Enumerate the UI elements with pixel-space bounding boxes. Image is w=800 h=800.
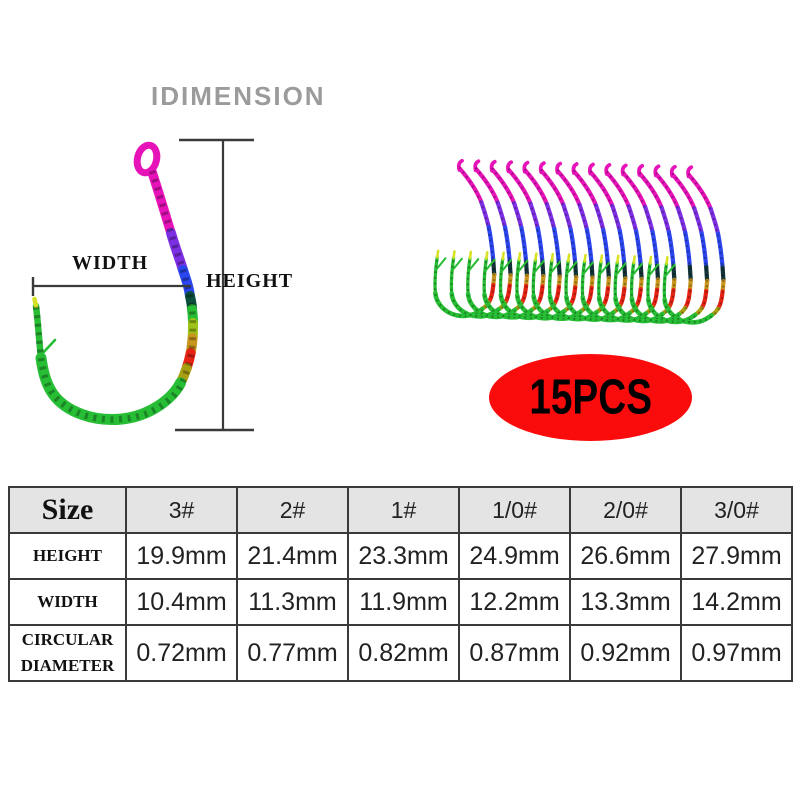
column-header: 2/0#: [569, 486, 682, 534]
column-header: 1#: [347, 486, 460, 534]
table-cell: 26.6mm: [569, 532, 682, 580]
table-cell: 23.3mm: [347, 532, 460, 580]
column-header: 1/0#: [458, 486, 571, 534]
page-title: IDIMENSION: [151, 81, 326, 111]
height-dimension-line: [175, 138, 254, 432]
table-cell: 0.87mm: [458, 624, 571, 682]
table-cell: 11.9mm: [347, 578, 460, 626]
row-label: HEIGHT: [8, 532, 127, 580]
table-row: CIRCULAR DIAMETER 0.72mm 0.77mm 0.82mm 0…: [8, 624, 793, 682]
table-corner-cell: Size: [8, 486, 127, 534]
table-cell: 0.77mm: [236, 624, 349, 682]
table-cell: 13.3mm: [569, 578, 682, 626]
row-label: CIRCULAR DIAMETER: [8, 624, 127, 682]
row-label: WIDTH: [8, 578, 127, 626]
large-hook-illustration: [32, 141, 198, 426]
table-cell: 0.72mm: [125, 624, 238, 682]
table-cell: 27.9mm: [680, 532, 793, 580]
table-cell: 11.3mm: [236, 578, 349, 626]
table-row: WIDTH 10.4mm 11.3mm 11.9mm 12.2mm 13.3mm…: [8, 578, 793, 626]
table-cell: 24.9mm: [458, 532, 571, 580]
column-header: 3#: [125, 486, 238, 534]
table-cell: 10.4mm: [125, 578, 238, 626]
width-dimension-label: WIDTH: [72, 252, 149, 274]
table-cell: 19.9mm: [125, 532, 238, 580]
table-row: HEIGHT 19.9mm 21.4mm 23.3mm 24.9mm 26.6m…: [8, 532, 793, 580]
table-cell: 0.97mm: [680, 624, 793, 682]
column-header: 2#: [236, 486, 349, 534]
table-cell: 12.2mm: [458, 578, 571, 626]
table-cell: 14.2mm: [680, 578, 793, 626]
table-cell: 0.92mm: [569, 624, 682, 682]
width-dimension-line: [31, 277, 191, 296]
column-header: 3/0#: [680, 486, 793, 534]
hook-bundle-illustration: [435, 161, 724, 323]
pcs-badge: 15PCS: [489, 354, 692, 441]
height-dimension-label: HEIGHT: [206, 270, 294, 292]
size-spec-table: Size 3# 2# 1# 1/0# 2/0# 3/0# HEIGHT 19.9…: [8, 486, 793, 682]
table-cell: 0.82mm: [347, 624, 460, 682]
pcs-badge-text: 15PCS: [529, 369, 652, 425]
table-cell: 21.4mm: [236, 532, 349, 580]
table-header-row: Size 3# 2# 1# 1/0# 2/0# 3/0#: [8, 486, 793, 534]
